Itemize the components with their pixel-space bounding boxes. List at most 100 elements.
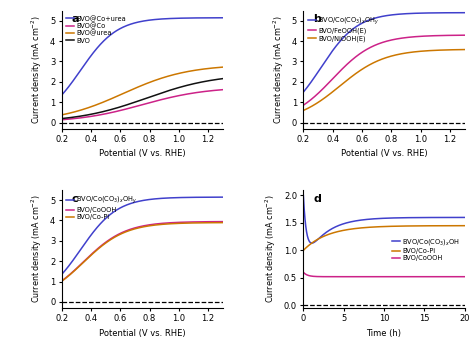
BVO xyxy=(195,81,201,85)
BVO/Co-Pi xyxy=(317,236,323,240)
Legend: BVO/Co(CO$_3$)$_x$OH$_y$, BVO/CoOOH, BVO/Co-Pi: BVO/Co(CO$_3$)$_x$OH$_y$, BVO/CoOOH, BVO… xyxy=(65,193,139,221)
BVO/FeOOH(E) xyxy=(396,36,401,41)
BVO/CoOOH xyxy=(220,219,226,224)
BVO/FeOOH(E) xyxy=(301,103,306,107)
BVO/FeOOH(E) xyxy=(462,33,467,37)
BVO/Co-Pi xyxy=(372,225,377,229)
Y-axis label: Current density (mA cm$^{-2}$): Current density (mA cm$^{-2}$) xyxy=(264,195,278,303)
BVO/NiOOH(E) xyxy=(447,48,452,52)
BVO/CoOOH xyxy=(441,275,447,279)
BVO/Co(CO$_3$)$_x$OH xyxy=(429,215,435,219)
BVO@urea xyxy=(157,76,163,81)
BVO/CoOOH xyxy=(157,221,163,225)
Y-axis label: Current density (mA cm$^{-2}$): Current density (mA cm$^{-2}$) xyxy=(272,15,286,124)
BVO/Co(CO$_3$)$_x$OH$_y$ xyxy=(447,11,452,15)
BVO xyxy=(205,79,210,83)
Line: BVO/Co-Pi: BVO/Co-Pi xyxy=(62,223,223,281)
BVO/FeOOH(E) xyxy=(301,103,307,107)
BVO/Co-Pi xyxy=(365,225,371,229)
BVO/FeOOH(E) xyxy=(396,36,402,41)
BVO@Co+urea xyxy=(195,16,201,20)
BVO/Co-Pi xyxy=(59,279,65,283)
BVO/CoOOH xyxy=(429,275,435,279)
BVO@Co+urea xyxy=(155,17,160,21)
BVO@urea xyxy=(154,78,160,82)
BVO/Co(CO$_3$)$_x$OH xyxy=(372,217,377,221)
BVO/Co(CO$_3$)$_x$OH xyxy=(301,193,306,198)
BVO/Co(CO$_3$)$_x$OH xyxy=(411,216,417,220)
Legend: BVO/Co(CO$_3$)$_x$OH, BVO/Co-Pi, BVO/CoOOH: BVO/Co(CO$_3$)$_x$OH, BVO/Co-Pi, BVO/CoO… xyxy=(391,236,461,262)
Text: a: a xyxy=(71,14,79,24)
BVO@Co xyxy=(59,118,65,122)
BVO/Co-Pi xyxy=(154,223,160,227)
BVO/Co(CO$_3$)$_x$OH$_y$ xyxy=(205,195,210,199)
BVO xyxy=(157,91,163,96)
BVO@Co xyxy=(154,99,160,103)
BVO@urea xyxy=(205,67,210,71)
BVO@Co xyxy=(220,87,226,92)
BVO/FeOOH(E) xyxy=(399,36,405,40)
Y-axis label: Current density (mA cm$^{-2}$): Current density (mA cm$^{-2}$) xyxy=(30,195,45,303)
Line: BVO/CoOOH: BVO/CoOOH xyxy=(62,222,223,281)
BVO/CoOOH xyxy=(372,275,377,279)
BVO@urea xyxy=(155,78,160,82)
BVO/Co-Pi xyxy=(205,221,210,225)
BVO/Co-Pi xyxy=(411,224,417,228)
BVO/FeOOH(E) xyxy=(437,33,442,38)
BVO/Co-Pi xyxy=(462,224,467,228)
BVO@Co+urea xyxy=(157,17,163,21)
Line: BVO/CoOOH: BVO/CoOOH xyxy=(303,272,465,277)
BVO/Co(CO$_3$)$_x$OH$_y$ xyxy=(157,196,163,201)
Text: b: b xyxy=(313,14,321,24)
BVO/Co(CO$_3$)$_x$OH$_y$ xyxy=(396,12,401,16)
Line: BVO/Co(CO$_3$)$_x$OH: BVO/Co(CO$_3$)$_x$OH xyxy=(303,195,465,243)
BVO/NiOOH(E) xyxy=(396,52,402,56)
Line: BVO@Co: BVO@Co xyxy=(62,90,223,120)
BVO/Co(CO$_3$)$_x$OH$_y$ xyxy=(301,90,306,94)
BVO/Co(CO$_3$)$_x$OH$_y$ xyxy=(195,195,201,199)
BVO/CoOOH xyxy=(426,275,432,279)
BVO/Co(CO$_3$)$_x$OH$_y$ xyxy=(301,89,307,93)
BVO/Co(CO$_3$)$_x$OH xyxy=(309,241,315,245)
BVO/Co-Pi xyxy=(426,224,432,228)
BVO@Co xyxy=(157,98,163,102)
BVO@urea xyxy=(59,113,64,117)
Line: BVO/Co-Pi: BVO/Co-Pi xyxy=(303,226,465,250)
BVO xyxy=(220,76,226,81)
BVO/CoOOH xyxy=(195,220,201,224)
BVO/NiOOH(E) xyxy=(462,47,467,52)
BVO/NiOOH(E) xyxy=(301,108,306,113)
BVO@urea xyxy=(220,65,226,69)
BVO/CoOOH xyxy=(411,275,417,279)
Line: BVO/Co(CO$_3$)$_x$OH$_y$: BVO/Co(CO$_3$)$_x$OH$_y$ xyxy=(62,197,223,274)
X-axis label: Time (h): Time (h) xyxy=(366,329,401,338)
BVO@Co+urea xyxy=(59,93,64,97)
BVO/CoOOH xyxy=(205,219,210,224)
BVO@Co+urea xyxy=(205,16,210,20)
BVO/Co(CO$_3$)$_x$OH$_y$ xyxy=(462,11,467,15)
BVO/Co(CO$_3$)$_x$OH$_y$ xyxy=(154,196,160,201)
BVO/NiOOH(E) xyxy=(396,52,401,56)
Line: BVO/FeOOH(E): BVO/FeOOH(E) xyxy=(303,35,465,105)
BVO/Co-Pi xyxy=(220,221,226,225)
BVO/NiOOH(E) xyxy=(301,108,307,112)
BVO/Co(CO$_3$)$_x$OH$_y$ xyxy=(399,12,405,16)
BVO/CoOOH xyxy=(155,222,160,226)
BVO/CoOOH xyxy=(59,279,65,283)
BVO/Co(CO$_3$)$_x$OH xyxy=(462,215,467,219)
BVO@Co xyxy=(195,90,201,95)
BVO@Co xyxy=(205,89,210,93)
BVO/Co-Pi xyxy=(301,248,306,252)
BVO xyxy=(59,116,64,121)
BVO@urea xyxy=(195,68,201,72)
BVO@Co xyxy=(59,118,64,122)
Line: BVO: BVO xyxy=(62,79,223,119)
BVO/CoOOH xyxy=(154,222,160,226)
Text: d: d xyxy=(313,194,321,204)
BVO/Co(CO$_3$)$_x$OH$_y$ xyxy=(59,272,64,276)
Line: BVO@Co+urea: BVO@Co+urea xyxy=(62,18,223,95)
Legend: BVO/Co(CO$_3$)$_x$OH$_y$, BVO/FeOOH(E), BVO/NiOOH(E): BVO/Co(CO$_3$)$_x$OH$_y$, BVO/FeOOH(E), … xyxy=(307,14,381,43)
BVO/CoOOH xyxy=(301,270,306,274)
X-axis label: Potential (V vs. RHE): Potential (V vs. RHE) xyxy=(99,329,185,338)
BVO/Co(CO$_3$)$_x$OH$_y$ xyxy=(396,12,402,16)
